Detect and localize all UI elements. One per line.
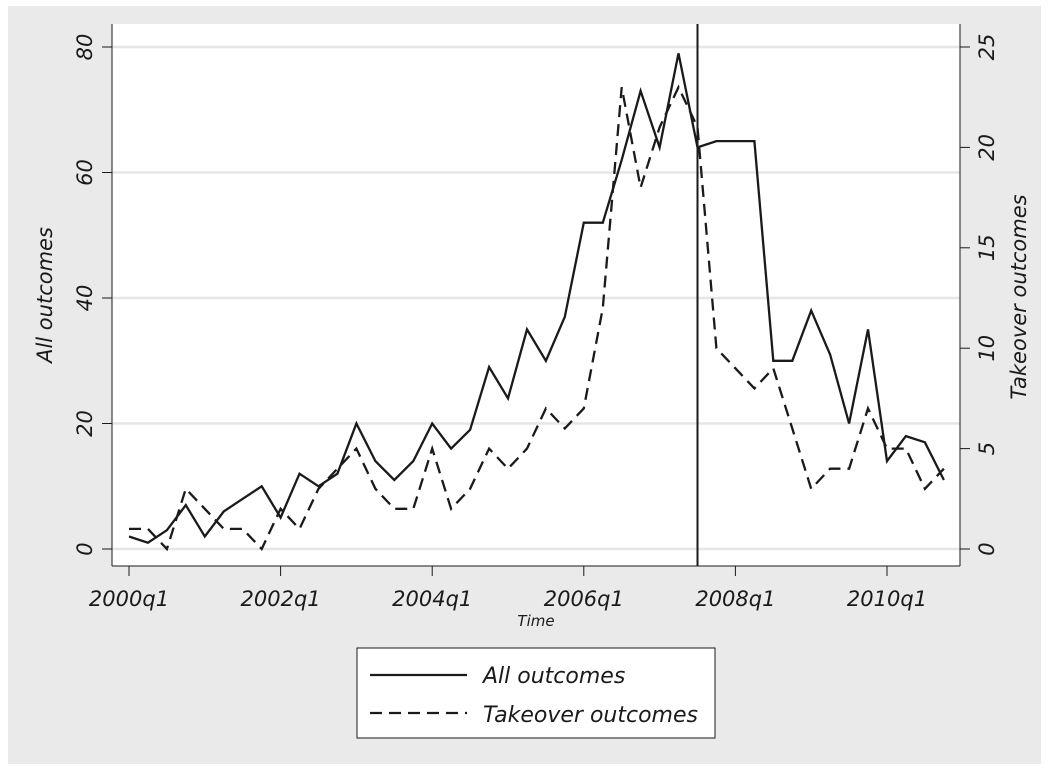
y-tick-label-left: 0 <box>73 542 97 555</box>
y-tick-label-right: 20 <box>975 134 999 161</box>
x-tick-label: 2004q1 <box>392 587 472 611</box>
y-tick-label-right: 5 <box>975 442 999 455</box>
x-tick-label: 2000q1 <box>89 587 169 611</box>
legend-box <box>356 647 716 739</box>
y-tick-label-right: 0 <box>975 542 999 555</box>
x-tick-label: 2010q1 <box>847 587 927 611</box>
axes: 0 20 40 60 80 0 5 10 15 20 25 2000q1 2002q1 2004q1 200… <box>73 24 999 611</box>
series-lines <box>128 53 945 552</box>
y-tick-label-left: 60 <box>73 159 97 186</box>
gridlines <box>112 45 960 551</box>
y-axis-right-title: Takeover outcomes <box>1007 194 1031 399</box>
plot-area <box>112 24 960 566</box>
line-chart: 0 20 40 60 80 0 5 10 15 20 25 2000q1 2002q1 2004q1 200… <box>33 24 1031 739</box>
y-tick-label-left: 80 <box>73 34 97 61</box>
legend-label-takeover-outcomes: Takeover outcomes <box>483 703 698 728</box>
x-tick-label: 2002q1 <box>241 587 321 611</box>
series-line-takeover-outcomes <box>129 84 945 552</box>
y-tick-label-right: 15 <box>975 234 999 261</box>
legend-label-all-outcomes: All outcomes <box>481 664 625 689</box>
y-tick-label-left: 20 <box>73 410 97 437</box>
y-tick-label-right: 25 <box>975 34 999 61</box>
legend: All outcomes Takeover outcomes <box>356 647 716 739</box>
series-line-all-outcomes <box>128 53 945 544</box>
chart-frame: 0 20 40 60 80 0 5 10 15 20 25 2000q1 2002q1 2004q1 200… <box>8 6 1041 764</box>
x-tick-label: 2006q1 <box>544 587 624 611</box>
x-tick-label: 2008q1 <box>695 587 775 611</box>
x-axis-title: Time <box>517 612 554 630</box>
y-tick-label-right: 10 <box>975 335 999 362</box>
y-tick-label-left: 40 <box>73 285 97 312</box>
y-axis-left-title: All outcomes <box>33 227 57 365</box>
